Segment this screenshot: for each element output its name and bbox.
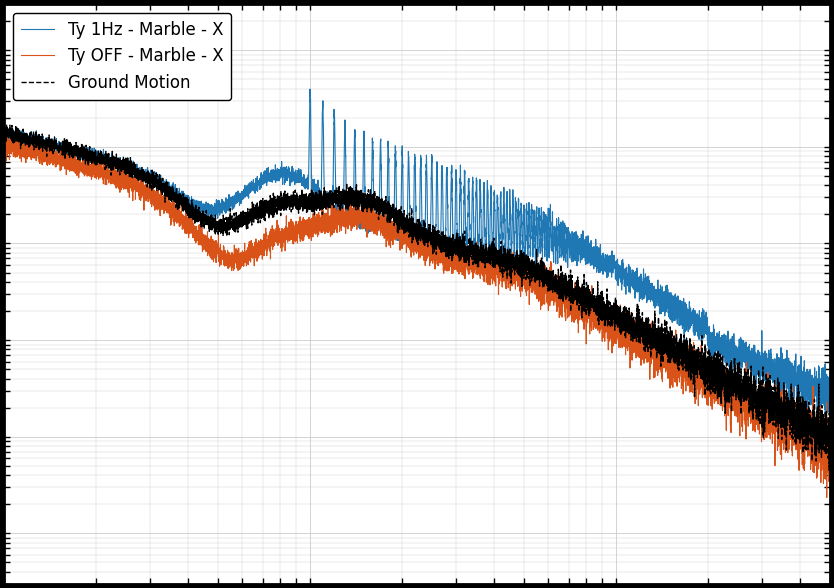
Legend: Ty 1Hz - Marble - X, Ty OFF - Marble - X, Ground Motion: Ty 1Hz - Marble - X, Ty OFF - Marble - X… <box>13 12 232 100</box>
Ground Motion <box>611 312 621 319</box>
Ground Motion <box>524 268 534 275</box>
Ground Motion <box>825 420 834 427</box>
Ty 1Hz - Marble - X <box>524 205 534 212</box>
Line: Ground Motion: Ground Motion <box>4 125 830 470</box>
Ground Motion <box>488 257 498 264</box>
Ty 1Hz - Marble - X <box>298 178 308 185</box>
Ty 1Hz - Marble - X <box>488 248 498 255</box>
Ty OFF - Marble - X <box>3 132 13 139</box>
Ground Motion <box>41 138 51 145</box>
Ground Motion <box>299 198 309 205</box>
Ground Motion <box>2 121 12 128</box>
Ty 1Hz - Marble - X <box>814 423 824 430</box>
Ty 1Hz - Marble - X <box>0 133 9 140</box>
Ty 1Hz - Marble - X <box>611 267 621 274</box>
Ty OFF - Marble - X <box>41 154 51 161</box>
Ty OFF - Marble - X <box>611 321 621 328</box>
Line: Ty 1Hz - Marble - X: Ty 1Hz - Marble - X <box>4 89 830 426</box>
Ground Motion <box>656 333 666 340</box>
Ty 1Hz - Marble - X <box>41 145 51 152</box>
Ty 1Hz - Marble - X <box>825 400 834 407</box>
Ty OFF - Marble - X <box>825 461 834 468</box>
Ty OFF - Marble - X <box>656 364 666 371</box>
Ty OFF - Marble - X <box>0 138 9 145</box>
Ground Motion <box>824 467 834 474</box>
Ty OFF - Marble - X <box>524 268 534 275</box>
Ty 1Hz - Marble - X <box>305 86 315 93</box>
Ty OFF - Marble - X <box>821 494 831 501</box>
Ty OFF - Marble - X <box>299 228 309 235</box>
Ty 1Hz - Marble - X <box>656 282 666 289</box>
Line: Ty OFF - Marble - X: Ty OFF - Marble - X <box>4 136 830 497</box>
Ground Motion <box>0 124 9 131</box>
Ty OFF - Marble - X <box>488 273 498 280</box>
